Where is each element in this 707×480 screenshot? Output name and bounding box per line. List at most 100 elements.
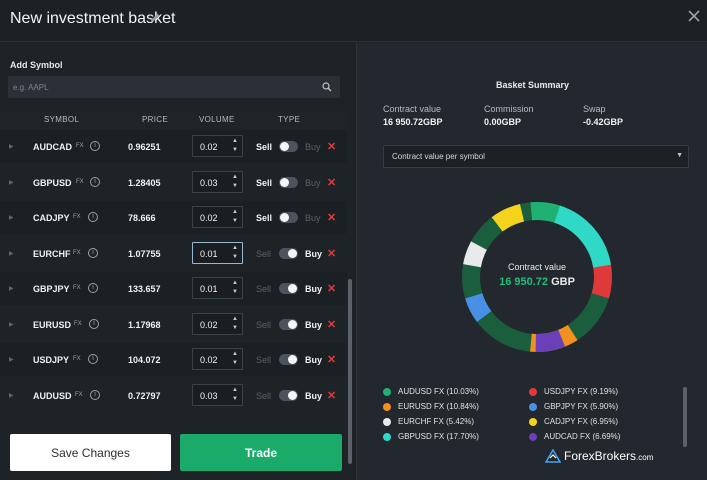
volume-value[interactable]: 0.02: [200, 142, 218, 152]
increment-icon[interactable]: ▲: [232, 209, 238, 215]
volume-value[interactable]: 0.02: [200, 213, 218, 223]
decrement-icon[interactable]: ▼: [232, 289, 238, 295]
buy-label[interactable]: Buy: [305, 177, 321, 188]
expand-row-icon[interactable]: ▶: [9, 215, 14, 221]
increment-icon[interactable]: ▲: [232, 244, 238, 251]
info-icon[interactable]: i: [88, 247, 98, 258]
increment-icon[interactable]: ▲: [232, 173, 238, 180]
volume-stepper[interactable]: 0.01 ▲ ▼: [192, 241, 243, 264]
remove-icon[interactable]: ✕: [327, 389, 337, 402]
legend-scrollbar[interactable]: [683, 387, 687, 447]
volume-stepper[interactable]: 0.02 ▲ ▼: [192, 312, 243, 335]
volume-stepper[interactable]: 0.01 ▲ ▼: [192, 277, 243, 299]
buy-sell-toggle[interactable]: [279, 318, 298, 330]
sell-label[interactable]: Sell: [256, 248, 272, 259]
buy-label[interactable]: Buy: [305, 284, 323, 294]
increment-icon[interactable]: ▲: [232, 280, 238, 286]
decrement-icon[interactable]: ▼: [232, 395, 238, 402]
buy-sell-toggle[interactable]: [279, 176, 298, 188]
volume-value[interactable]: 0.03: [200, 177, 218, 188]
sell-label[interactable]: Sell: [256, 284, 272, 294]
increment-icon[interactable]: ▲: [232, 351, 238, 357]
info-icon[interactable]: i: [90, 176, 100, 187]
table-row[interactable]: ▶ GBPJPY FX i 133.657 0.01 ▲ ▼ Sell Buy ✕: [0, 272, 347, 305]
table-row[interactable]: ▶ CADJPY FX i 78.666 0.02 ▲ ▼ Sell Buy ✕: [0, 201, 347, 234]
remove-icon[interactable]: ✕: [327, 212, 337, 224]
buy-sell-toggle[interactable]: [279, 212, 298, 223]
info-icon[interactable]: i: [88, 283, 98, 293]
pencil-icon[interactable]: [149, 12, 161, 24]
buy-sell-toggle[interactable]: [279, 283, 298, 294]
remove-icon[interactable]: ✕: [327, 247, 337, 260]
donut-slice[interactable]: [462, 202, 612, 352]
table-scrollbar[interactable]: [348, 279, 352, 464]
table-row[interactable]: ▶ AUDUSD FX i 0.72797 0.03 ▲ ▼ Sell Buy ✕: [0, 378, 347, 412]
volume-value[interactable]: 0.02: [200, 319, 218, 330]
remove-icon[interactable]: ✕: [327, 283, 337, 295]
remove-icon[interactable]: ✕: [327, 176, 337, 189]
volume-value[interactable]: 0.03: [200, 390, 218, 401]
info-icon[interactable]: i: [90, 141, 100, 151]
volume-stepper[interactable]: 0.02 ▲ ▼: [192, 348, 243, 370]
expand-row-icon[interactable]: ▶: [9, 321, 14, 328]
remove-icon[interactable]: ✕: [327, 354, 337, 366]
volume-stepper[interactable]: 0.02 ▲ ▼: [192, 135, 243, 157]
volume-stepper[interactable]: 0.03 ▲ ▼: [192, 383, 243, 406]
close-icon[interactable]: [687, 9, 701, 23]
save-changes-button[interactable]: Save Changes: [10, 434, 171, 471]
buy-label[interactable]: Buy: [305, 142, 321, 152]
info-icon[interactable]: i: [88, 354, 98, 364]
info-icon[interactable]: i: [88, 212, 98, 222]
volume-value[interactable]: 0.02: [200, 355, 218, 365]
table-row[interactable]: ▶ AUDCAD FX i 0.96251 0.02 ▲ ▼ Sell Buy ✕: [0, 130, 347, 163]
table-row[interactable]: ▶ EURUSD FX i 1.17968 0.02 ▲ ▼ Sell Buy ✕: [0, 307, 347, 341]
increment-icon[interactable]: ▲: [232, 138, 238, 144]
volume-value[interactable]: 0.01: [200, 284, 218, 294]
volume-value[interactable]: 0.01: [200, 248, 218, 259]
chart-mode-dropdown[interactable]: Contract value per symbol ▼: [383, 145, 689, 168]
decrement-icon[interactable]: ▼: [232, 218, 238, 224]
expand-row-icon[interactable]: ▶: [9, 179, 14, 186]
decrement-icon[interactable]: ▼: [232, 182, 238, 189]
volume-stepper[interactable]: 0.02 ▲ ▼: [192, 206, 243, 228]
sell-label[interactable]: Sell: [256, 142, 273, 152]
buy-label[interactable]: Buy: [305, 248, 323, 259]
sell-label[interactable]: Sell: [256, 319, 272, 330]
table-row[interactable]: ▶ EURCHF FX i 1.07755 0.01 ▲ ▼ Sell Buy ✕: [0, 236, 347, 270]
sell-label[interactable]: Sell: [256, 355, 272, 365]
buy-sell-toggle[interactable]: [279, 389, 298, 401]
expand-row-icon[interactable]: ▶: [9, 286, 14, 292]
expand-row-icon[interactable]: ▶: [9, 357, 14, 363]
remove-icon[interactable]: ✕: [327, 141, 337, 153]
increment-icon[interactable]: ▲: [232, 386, 238, 393]
volume-stepper[interactable]: 0.03 ▲ ▼: [192, 170, 243, 193]
sell-label[interactable]: Sell: [256, 390, 272, 401]
search-icon[interactable]: [322, 82, 332, 92]
search-input[interactable]: [8, 76, 308, 98]
decrement-icon[interactable]: ▼: [232, 360, 238, 366]
buy-sell-toggle[interactable]: [279, 247, 298, 259]
table-row[interactable]: ▶ USDJPY FX i 104.072 0.02 ▲ ▼ Sell Buy ✕: [0, 343, 347, 376]
buy-label[interactable]: Buy: [305, 319, 323, 330]
donut-slice[interactable]: [462, 202, 612, 352]
decrement-icon[interactable]: ▼: [232, 147, 238, 153]
table-row[interactable]: ▶ GBPUSD FX i 1.28405 0.03 ▲ ▼ Sell Buy ✕: [0, 165, 347, 199]
expand-row-icon[interactable]: ▶: [9, 144, 14, 150]
buy-sell-toggle[interactable]: [279, 141, 298, 152]
decrement-icon[interactable]: ▼: [232, 324, 238, 331]
info-icon[interactable]: i: [89, 318, 99, 329]
sell-label[interactable]: Sell: [256, 177, 273, 188]
buy-label[interactable]: Buy: [305, 390, 323, 401]
remove-icon[interactable]: ✕: [327, 318, 337, 331]
buy-sell-toggle[interactable]: [279, 354, 298, 365]
expand-row-icon[interactable]: ▶: [9, 392, 14, 399]
sell-label[interactable]: Sell: [256, 213, 273, 223]
decrement-icon[interactable]: ▼: [232, 253, 238, 260]
buy-label[interactable]: Buy: [305, 213, 321, 223]
trade-button[interactable]: Trade: [180, 434, 342, 471]
donut-slice[interactable]: [462, 202, 612, 352]
increment-icon[interactable]: ▲: [232, 315, 238, 322]
info-icon[interactable]: i: [90, 389, 100, 400]
expand-row-icon[interactable]: ▶: [9, 250, 14, 257]
buy-label[interactable]: Buy: [305, 355, 323, 365]
